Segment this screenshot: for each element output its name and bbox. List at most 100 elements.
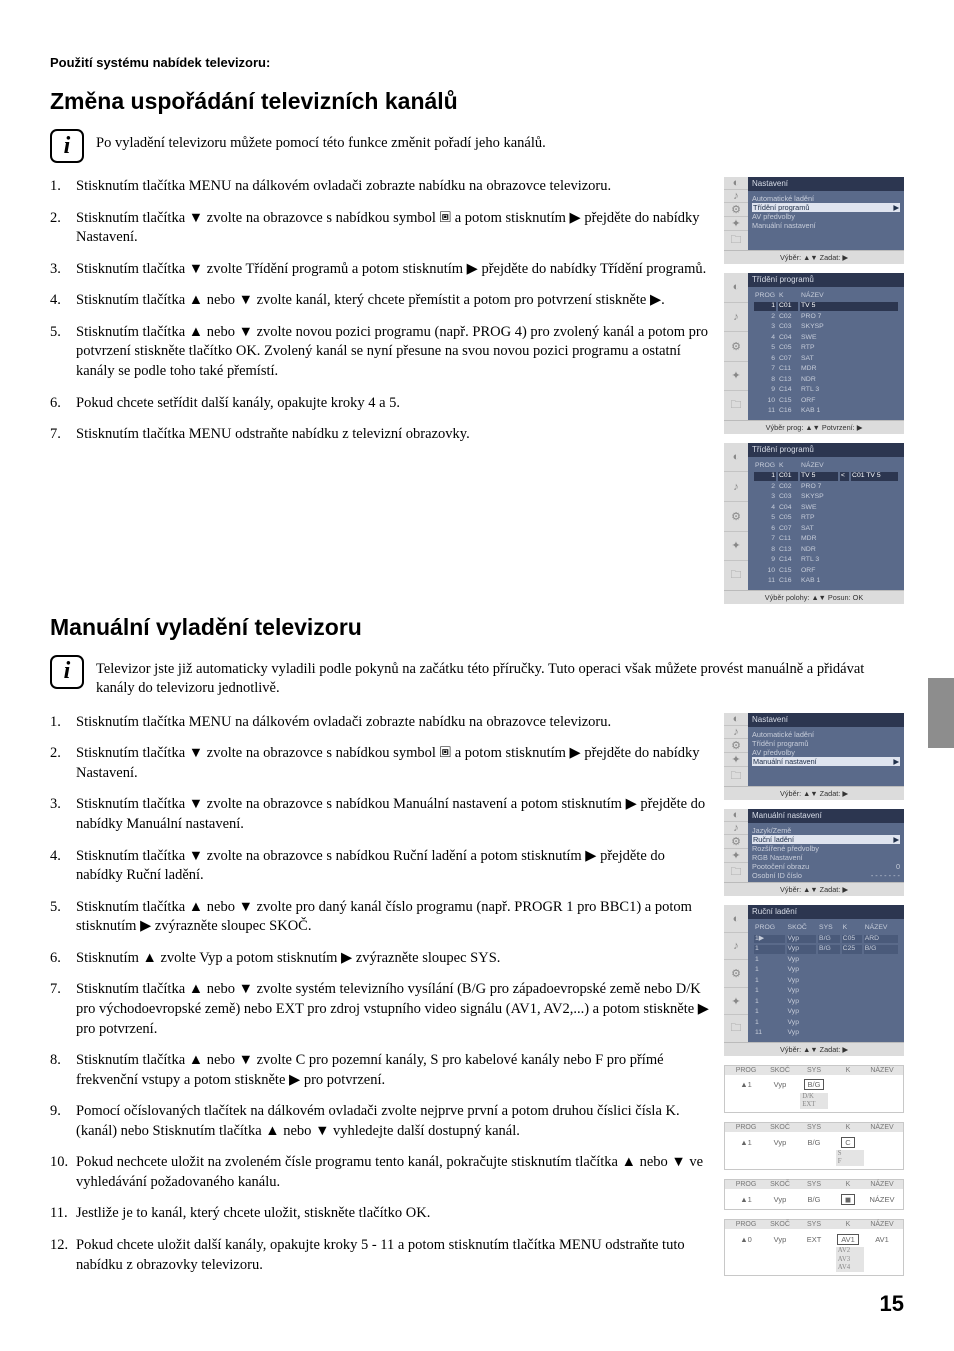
menu-cell: 10 — [754, 397, 776, 405]
menu-item: Pootočení obrazu0 — [752, 862, 900, 871]
menu-cell: Vyp — [787, 966, 817, 974]
menu-cell: C25 — [842, 945, 862, 953]
menu-cell: C03 — [778, 493, 798, 501]
strip-cell: ▲0 — [729, 1235, 763, 1244]
menu-side-icon: ◐ — [724, 809, 748, 822]
menu-cell — [864, 1029, 898, 1037]
step-item: 3.Stisknutím tlačítka ▼ zvolte Třídění p… — [50, 260, 710, 280]
menu-item-selected: Ruční ladění▶ — [752, 835, 900, 844]
menu-side-icon: ◐ — [724, 905, 748, 932]
menu-preview: ◐♪⚙✦🗀Třídění programůPROGKNÁZEV1C01TV 52… — [724, 273, 904, 434]
step-item: 3.Stisknutím tlačítka ▼ zvolte na obrazo… — [50, 795, 710, 834]
menu-side-icon: ♪ — [724, 726, 748, 739]
menu-cell — [842, 956, 862, 964]
menu-cell — [864, 987, 898, 995]
step-item: 8.Stisknutím tlačítka ▲ nebo ▼ zvolte C … — [50, 1051, 710, 1090]
strip-col-header: K — [831, 1124, 865, 1131]
menu-cell — [818, 1029, 840, 1037]
step-item: 7.Stisknutím tlačítka MENU odstraňte nab… — [50, 425, 710, 445]
strip-col-header: NÁZEV — [865, 1181, 899, 1188]
menu-item: AV předvolby — [752, 748, 900, 757]
menu-side-icon: ✦ — [724, 532, 748, 562]
menu-cell: RTP — [800, 514, 838, 522]
menu-preview: ◐♪⚙✦🗀Třídění programůPROGKNÁZEV1C01TV 5<… — [724, 443, 904, 604]
strip-col-header: SKOČ — [763, 1124, 797, 1131]
menu-item: Třídění programů — [752, 739, 900, 748]
step-item: 10.Pokud nechcete uložit na zvoleném čís… — [50, 1153, 710, 1192]
menu-side-icon: ⚙ — [724, 835, 748, 849]
menu-cell: 11 — [754, 577, 776, 585]
step-item: 4.Stisknutím tlačítka ▲ nebo ▼ zvolte ka… — [50, 291, 710, 311]
menu-cell: 3 — [754, 493, 776, 501]
strip-col-header: SYS — [797, 1181, 831, 1188]
menu-footer: Výběr: ▲▼ Zadat: ▶ — [724, 250, 904, 264]
menu-cell: 4 — [754, 334, 776, 342]
menu-cell — [842, 966, 862, 974]
info-icon: i — [50, 655, 84, 689]
menu-cell — [864, 1019, 898, 1027]
menu-cell: 1 — [754, 966, 785, 974]
menu-cell — [818, 987, 840, 995]
menu-item-selected: Třídění programů▶ — [752, 203, 900, 212]
menu-cell: TV 5 — [800, 302, 898, 310]
menu-cell: B/G — [864, 945, 898, 953]
menu-item: Automatické ladění — [752, 730, 900, 739]
menu-cell: SWE — [800, 504, 838, 512]
strip-col-header: SKOČ — [763, 1067, 797, 1074]
menu-col-header: PROG — [754, 924, 785, 932]
strip-col-header: PROG — [729, 1221, 763, 1228]
menu-cell: C05 — [778, 514, 798, 522]
menu-cell — [842, 1019, 862, 1027]
menu-cell: C11 — [778, 535, 798, 543]
menu-cell — [842, 977, 862, 985]
strip-col-header: NÁZEV — [865, 1221, 899, 1228]
step-item: 7.Stisknutím tlačítka ▲ nebo ▼ zvolte sy… — [50, 980, 710, 1039]
menu-cell: 11 — [754, 1029, 785, 1037]
strip-cell: ▲1 — [729, 1080, 763, 1089]
menu-preview: ◐♪⚙✦🗀NastaveníAutomatické laděníTřídění … — [724, 177, 904, 264]
menu-side-icon: ✦ — [724, 217, 748, 231]
menu-cell: Vyp — [787, 935, 817, 943]
menu-side-icon: 🗀 — [724, 231, 748, 250]
menu-cell: SAT — [800, 355, 898, 363]
strip-cell: EXT — [797, 1235, 831, 1244]
step-item: 11.Jestliže je to kanál, který chcete ul… — [50, 1204, 710, 1224]
section-b-intro: Televizor jste již automaticky vyladili … — [96, 655, 904, 699]
menu-cell: 10 — [754, 567, 776, 575]
menu-cell: ORF — [800, 567, 838, 575]
menu-col-header: PROG — [754, 292, 776, 300]
menu-cell — [842, 987, 862, 995]
menu-cell: PRO 7 — [800, 313, 898, 321]
strip-cell-selected: ◼︎ — [841, 1194, 855, 1205]
strip-cell: AV1 — [865, 1235, 899, 1244]
menu-side-icon: ♪ — [724, 472, 748, 502]
menu-cell — [818, 966, 840, 974]
menu-side-icon: ♪ — [724, 822, 748, 835]
menu-side-icon: ✦ — [724, 753, 748, 767]
menu-cell: 1 — [754, 987, 785, 995]
menu-side-icon: ⚙ — [724, 960, 748, 987]
menu-cell: 4 — [754, 504, 776, 512]
menu-title: Nastavení — [748, 713, 904, 727]
menu-cell: 2 — [754, 483, 776, 491]
step-item: 5.Stisknutím tlačítka ▲ nebo ▼ zvolte no… — [50, 323, 710, 382]
menu-side-icon: ◐ — [724, 177, 748, 190]
menu-cell: C02 — [778, 313, 798, 321]
menu-cell: 7 — [754, 535, 776, 543]
strip-dropdown: AV2AV3AV4 — [836, 1247, 864, 1271]
menu-side-icon: ✦ — [724, 362, 748, 392]
menu-cell: C01 — [778, 472, 798, 480]
menu-cell: 9 — [754, 556, 776, 564]
menu-side-icon: ✦ — [724, 988, 748, 1015]
strip-cell-selected: AV1 — [837, 1234, 859, 1245]
menu-footer: Výběr prog: ▲▼ Potvrzení: ▶ — [724, 420, 904, 434]
strip-col-header: SYS — [797, 1124, 831, 1131]
menu-cell: C16 — [778, 577, 798, 585]
menu-cell — [818, 956, 840, 964]
menu-cell: ARD — [864, 935, 898, 943]
menu-cell: Vyp — [787, 1029, 817, 1037]
menu-col-header: NÁZEV — [800, 292, 898, 300]
menu-item: AV předvolby — [752, 212, 900, 221]
strip-col-header: SYS — [797, 1221, 831, 1228]
menu-cell: Vyp — [787, 987, 817, 995]
